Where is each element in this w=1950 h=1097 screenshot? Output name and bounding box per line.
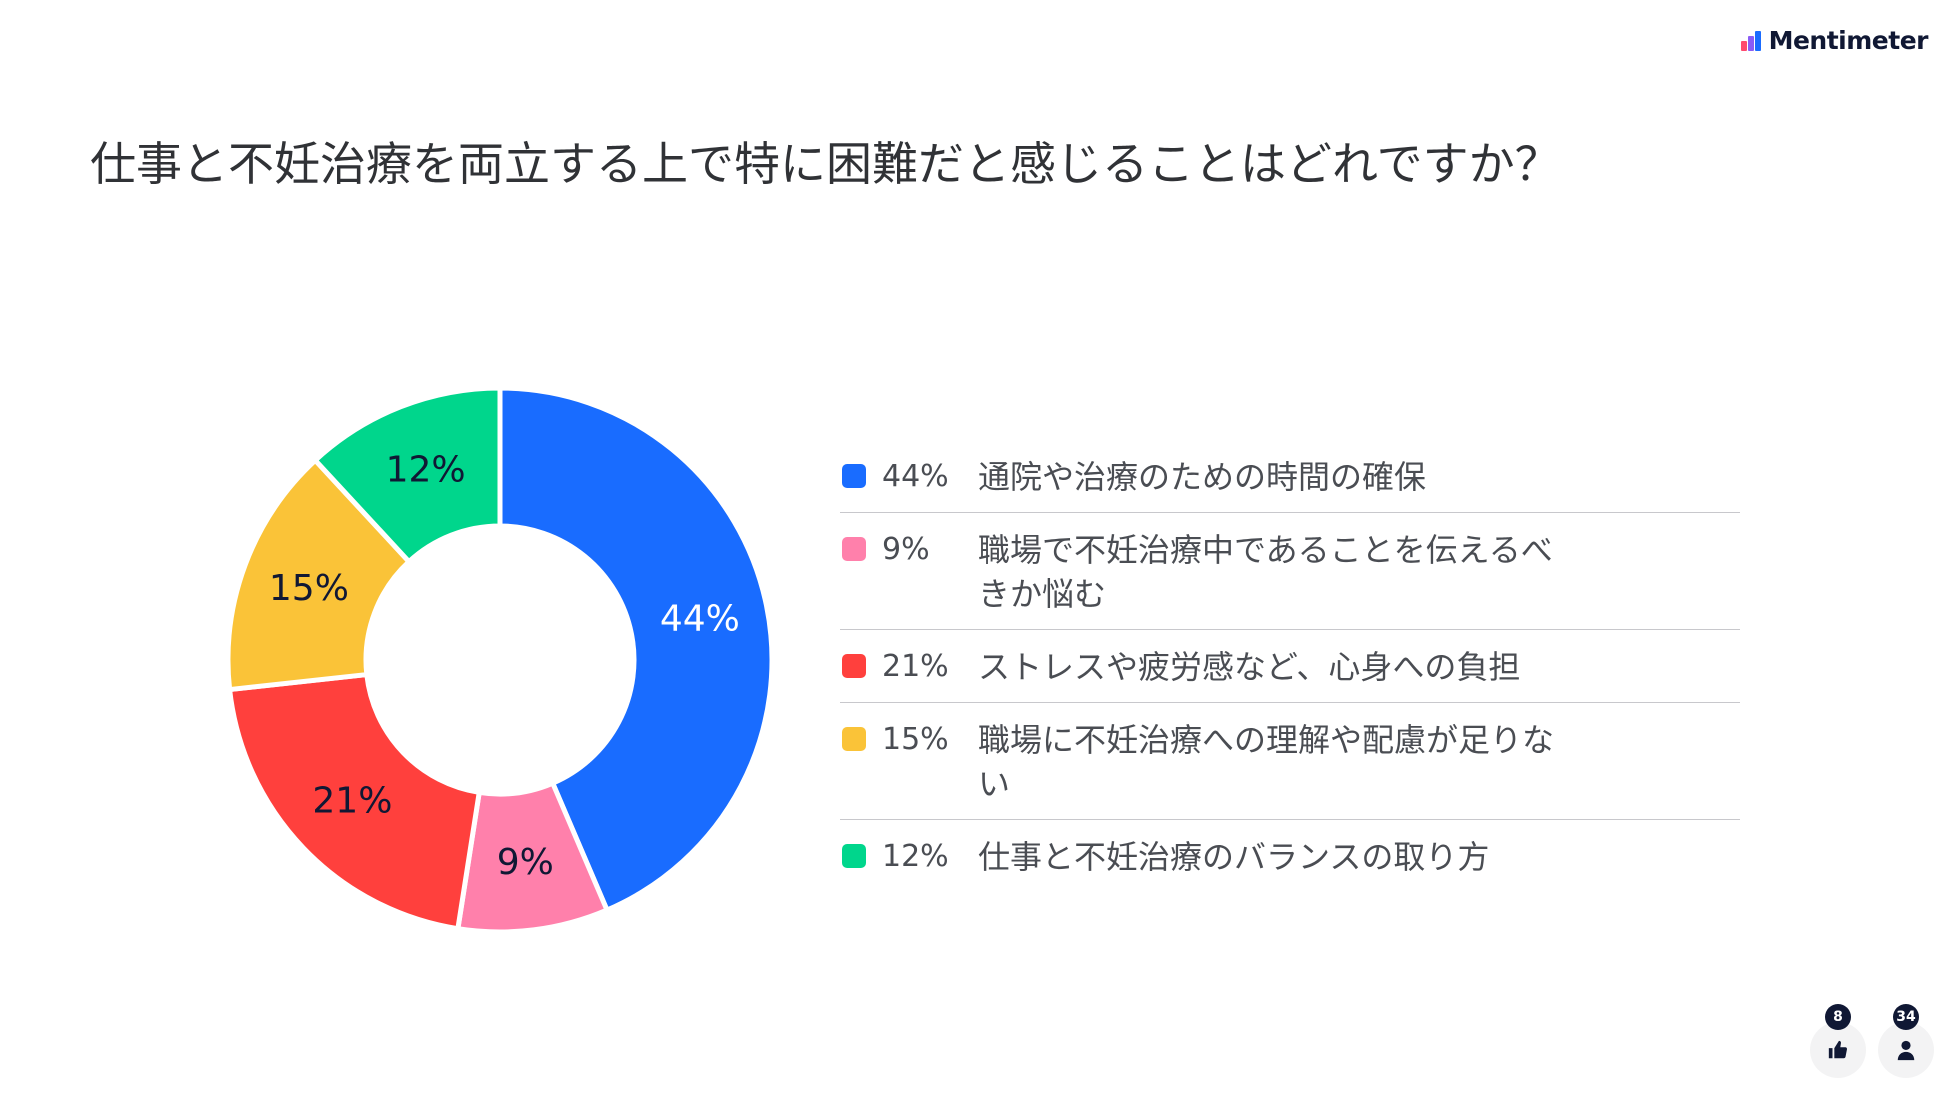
participants-count-badge: 34 [1893,1004,1919,1030]
donut-slice [225,457,412,693]
legend-label: 仕事と不妊治療のバランスの取り方 [978,838,1490,876]
legend-swatch [842,464,866,488]
legend-label: ストレスや疲労感など、心身への負担 [978,648,1521,686]
mentimeter-logo-icon [1740,30,1763,51]
donut-chart: 44% 9% 21% 15% 12% [225,385,775,935]
chart-legend: 44% 通院や治療のための時間の確保 9% 職場で不妊治療中であることを伝えるべきか悩… [840,440,1740,892]
slice-value-label: 9% [497,842,554,883]
legend-swatch [842,537,866,561]
legend-percent: 21% [882,649,949,684]
slice-value-label: 12% [386,450,466,491]
legend-percent: 15% [882,722,949,757]
slice-value-label: 15% [269,568,349,609]
legend-percent: 12% [882,839,949,874]
legend-item: 12% 仕事と不妊治療のバランスの取り方 [840,820,1740,892]
legend-percent: 44% [882,459,949,494]
legend-swatch [842,654,866,678]
legend-label: 職場に不妊治療への理解や配慮が足りない [978,721,1555,803]
question-title: 仕事と不妊治療を両立する上で特に困難だと感じることはどれですか？ [90,137,1561,191]
slice-value-label: 21% [312,780,392,821]
person-icon [1897,1040,1915,1061]
legend-label: 通院や治療のための時間の確保 [978,458,1427,496]
legend-swatch [842,727,866,751]
participants-button[interactable]: 34 [1878,1004,1934,1078]
legend-label: 職場で不妊治療中であることを伝えるべきか悩む [978,531,1553,613]
legend-item: 21% ストレスや疲労感など、心身への負担 [840,630,1740,703]
brand-name: Mentimeter [1768,26,1929,55]
donut-slice [312,385,503,565]
donut-slice [497,385,775,913]
slice-value-label: 44% [660,599,740,640]
donut-slice [227,672,482,932]
legend-percent: 9% [882,532,930,567]
legend-item: 9% 職場で不妊治療中であることを伝えるべきか悩む [840,513,1740,630]
thumbs-up-icon [1828,1040,1848,1059]
likes-count-badge: 8 [1825,1004,1851,1030]
legend-item: 44% 通院や治療のための時間の確保 [840,440,1740,513]
legend-swatch [842,844,866,868]
legend-item: 15% 職場に不妊治療への理解や配慮が足りない [840,703,1740,820]
reactions-button[interactable]: 8 [1810,1004,1866,1078]
brand-logo-group: Mentimeter [1740,26,1929,55]
